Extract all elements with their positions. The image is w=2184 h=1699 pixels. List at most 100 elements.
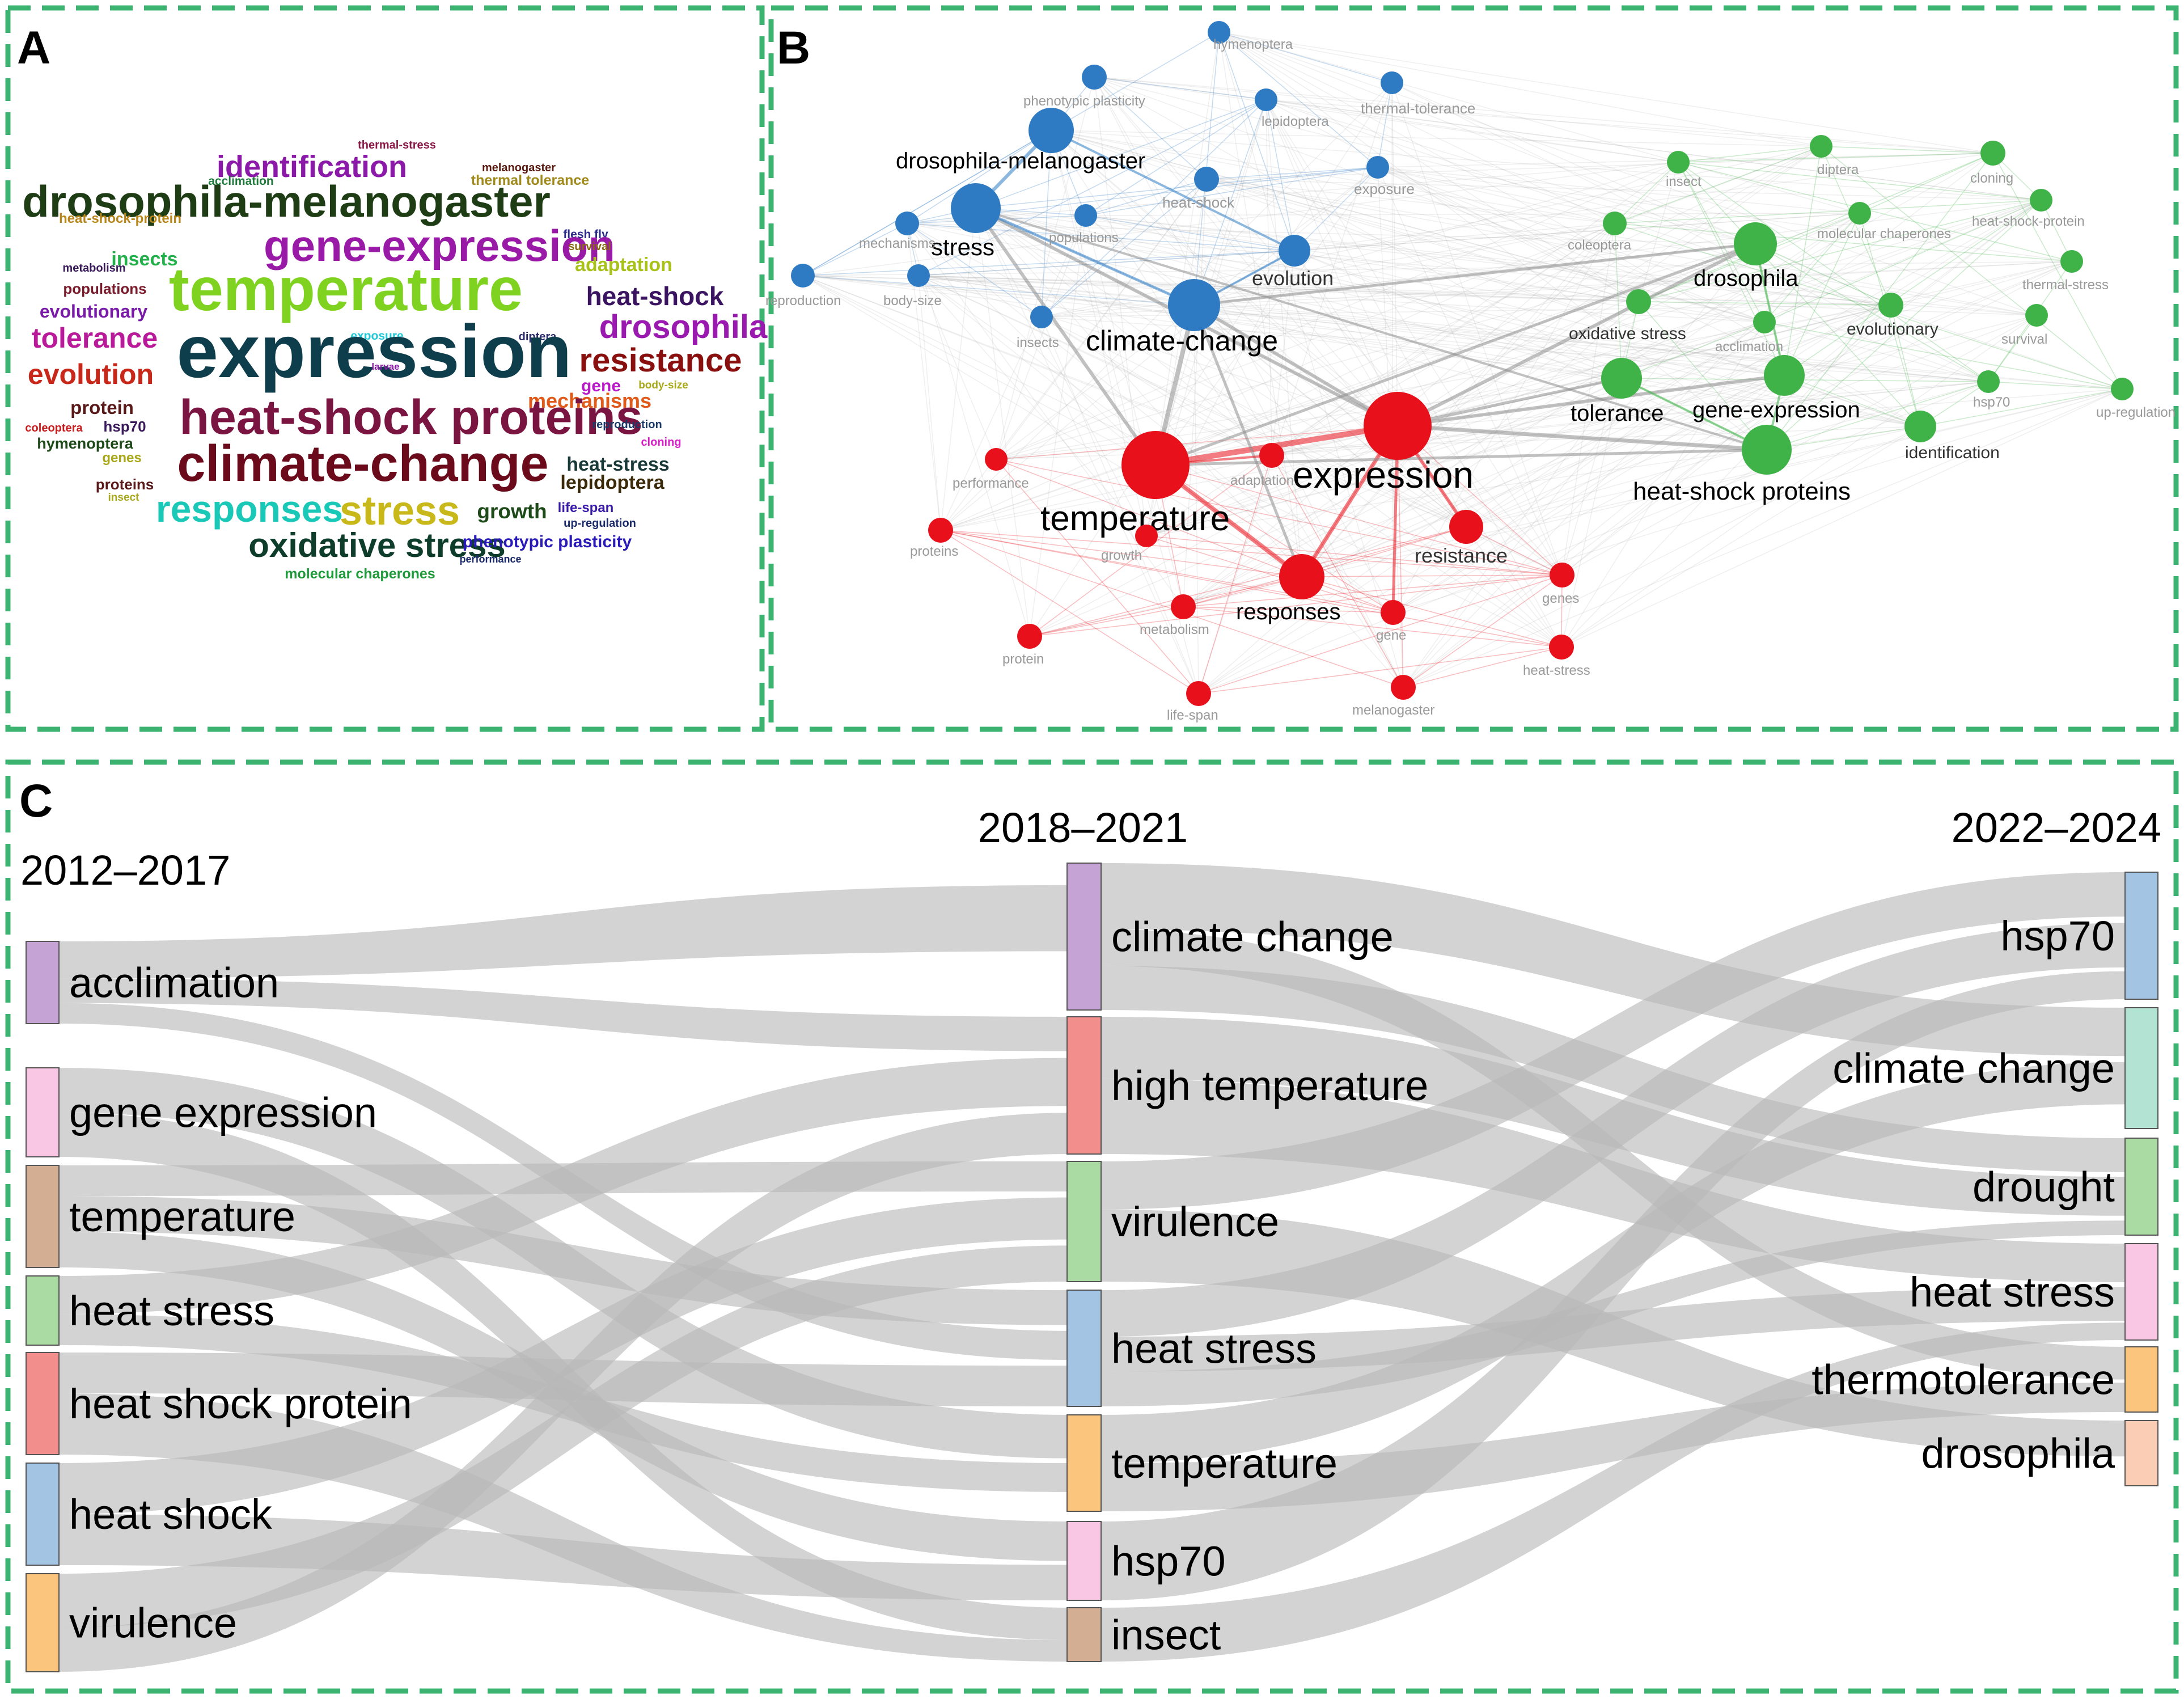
network-link xyxy=(1678,146,1822,163)
network-link xyxy=(1029,82,1392,637)
node-oxidative-stress xyxy=(1626,289,1651,314)
node-insects xyxy=(1030,306,1053,328)
sankey-label-left-heat-shock-protein: heat shock protein xyxy=(69,1380,412,1427)
network-link xyxy=(1029,301,1639,637)
network-link xyxy=(975,99,1267,209)
network-link xyxy=(1466,261,2072,527)
network-link xyxy=(1206,167,1378,180)
network-link xyxy=(996,162,1679,460)
sankey-node-middle-temperature xyxy=(1066,1414,1102,1512)
network-link xyxy=(1265,99,1639,302)
network-link xyxy=(1051,130,1563,576)
network-link xyxy=(1784,213,1860,376)
sankey-flow xyxy=(1101,1322,2125,1662)
word-gene-expression: gene-expression xyxy=(264,221,615,271)
network-link xyxy=(1294,250,1562,648)
network-link xyxy=(940,213,1860,531)
sankey-flow xyxy=(59,1245,1067,1628)
network-link xyxy=(918,275,1467,527)
network-link xyxy=(1029,388,2123,637)
network-link xyxy=(1561,200,2042,576)
node-label-gene-expression: gene-expression xyxy=(1692,398,1860,422)
network-link xyxy=(1051,130,1398,426)
node-label-diptera: diptera xyxy=(1817,162,1859,177)
node-resistance xyxy=(1449,510,1483,544)
node-label-up-regulation: up-regulation xyxy=(2096,405,2175,420)
node-label-molecular-chaperones: molecular chaperones xyxy=(1817,226,1951,242)
node-label-adaptation: adaptation xyxy=(1230,473,1294,488)
node-label-identification: identification xyxy=(1905,443,2000,462)
sankey-label-middle-hsp70: hsp70 xyxy=(1111,1538,1226,1585)
network-link xyxy=(940,530,1302,577)
network-link xyxy=(802,32,1220,276)
network-link xyxy=(1614,162,1679,224)
network-link xyxy=(940,530,1199,694)
sankey-label-right-hsp70: hsp70 xyxy=(2000,912,2115,960)
sankey-node-right-climate-change xyxy=(2124,1007,2158,1129)
network-link xyxy=(1146,223,1615,536)
node-label-performance: performance xyxy=(953,476,1029,491)
network-link xyxy=(1146,375,1785,536)
network-link xyxy=(802,275,1891,306)
network-link xyxy=(1403,200,2042,688)
network-link xyxy=(996,425,1398,460)
network-link xyxy=(1051,130,1765,323)
word-stress: stress xyxy=(340,488,460,534)
network-link xyxy=(918,275,2123,390)
network-link xyxy=(1755,243,1891,306)
node-label-evolution: evolution xyxy=(1252,267,1334,290)
network-link xyxy=(918,275,1785,376)
word-heat-shock-protein: heat-shock-protein xyxy=(59,211,181,226)
word-evolution: evolution xyxy=(28,358,154,390)
network-link xyxy=(1403,388,2123,688)
node-heat-stress xyxy=(1549,635,1574,660)
sankey-node-middle-climate-change xyxy=(1066,863,1102,1011)
node-hymenoptera xyxy=(1208,21,1230,44)
node-label-exposure: exposure xyxy=(1354,180,1415,197)
node-mechanisms xyxy=(895,212,919,235)
sankey-node-left-acclimation xyxy=(26,941,60,1024)
network-link xyxy=(1198,301,1639,694)
network-link xyxy=(1391,82,1891,306)
network-link xyxy=(1146,426,1921,536)
network-link xyxy=(1638,200,2042,302)
word-gene: gene xyxy=(581,377,621,395)
word-insects: insects xyxy=(111,248,177,270)
node-label-drosophila-melanogaster: drosophila-melanogaster xyxy=(896,149,1145,174)
word-thermal-stress: thermal-stress xyxy=(358,139,436,151)
network-link xyxy=(1094,77,1993,154)
node-insect xyxy=(1667,151,1690,174)
word-phenotypic-plasticity: phenotypic plasticity xyxy=(463,532,632,551)
network-link xyxy=(1094,77,1207,180)
network-link xyxy=(1218,32,1404,688)
network-link xyxy=(996,146,1822,460)
sankey-column-1-label: 2012–2017 xyxy=(20,847,230,894)
network-strong-link xyxy=(1395,424,1769,452)
network-link xyxy=(940,530,1563,576)
sankey-nodes: acclimation gene expression temperature hea… xyxy=(26,863,2158,1672)
panel-b-label: B xyxy=(777,22,810,74)
sankey-node-left-heat-shock-protein xyxy=(26,1352,60,1455)
network-link xyxy=(1094,77,1756,244)
network-link xyxy=(802,162,1679,276)
network-link xyxy=(802,261,2072,276)
network-link xyxy=(1218,32,1756,244)
network-link xyxy=(918,275,2037,316)
network-link xyxy=(1051,130,2042,201)
network-link xyxy=(1466,315,2037,527)
network-link xyxy=(1766,381,1989,450)
node-hsp70 xyxy=(1977,370,2000,393)
network-link xyxy=(1265,99,2123,390)
network-link xyxy=(1041,223,1615,318)
network-link xyxy=(1085,215,1765,323)
word-heat-stress: heat-stress xyxy=(566,454,669,475)
network-link xyxy=(1614,200,2042,224)
network-link xyxy=(1890,305,1921,427)
network-link xyxy=(1218,32,1921,427)
network-link xyxy=(996,459,1199,694)
network-link xyxy=(1301,576,1562,648)
network-link xyxy=(907,162,1679,224)
network-link xyxy=(907,223,2037,316)
network-link xyxy=(1155,32,1220,466)
network-link xyxy=(1397,200,2042,426)
